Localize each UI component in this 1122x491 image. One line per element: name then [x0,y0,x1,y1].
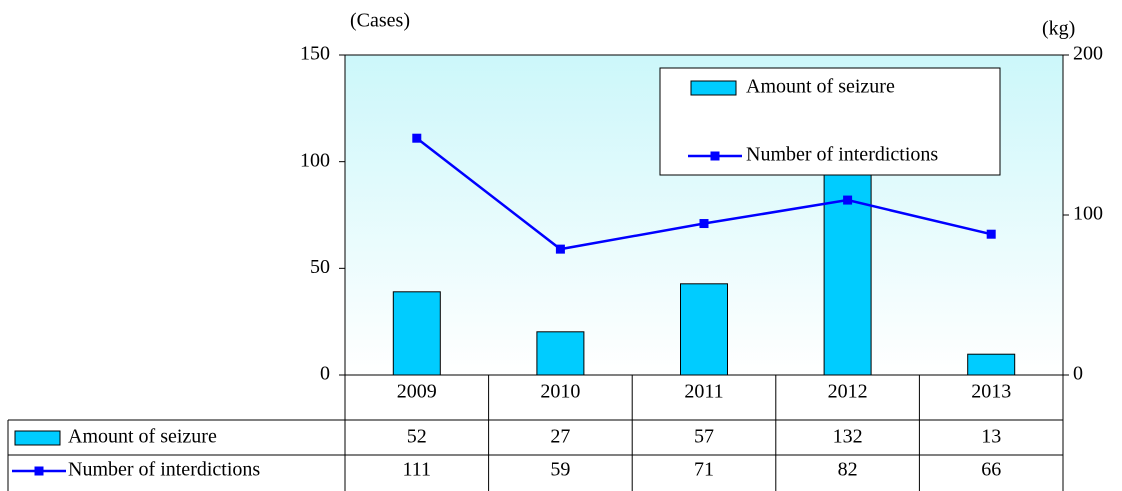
table-row-label: Amount of seizure [68,426,217,448]
table-cell: 71 [694,459,714,481]
line-marker [699,219,709,229]
legend-swatch-marker [34,466,44,476]
y-tick-label: 100 [300,149,330,171]
y2-tick-label: 200 [1073,43,1103,65]
table-row-label: Number of interdictions [68,459,260,481]
table-cell: 27 [550,426,570,448]
y2-tick-label: 0 [1073,363,1083,385]
table-cell: 132 [833,426,863,448]
legend-swatch-marker [710,151,720,161]
table-cell: 66 [981,459,1001,481]
line-marker [843,195,853,205]
y-tick-label: 150 [300,43,330,65]
table-cell: 52 [407,426,427,448]
x-tick-label: 2010 [540,381,580,403]
y-tick-label: 0 [320,363,330,385]
line-marker [412,133,422,143]
x-tick-label: 2011 [684,381,723,403]
x-tick-label: 2009 [397,381,437,403]
table-cell: 82 [838,459,858,481]
legend-swatch [14,430,61,446]
y-tick-label: 50 [310,256,330,278]
bar [823,163,872,376]
legend-label: Amount of seizure [746,76,895,98]
table-cell: 57 [694,426,714,448]
table-cell: 13 [981,426,1001,448]
legend-swatch [690,80,737,96]
bar [680,283,728,376]
bar [392,291,441,376]
y-axis-label: (Cases) [350,10,410,32]
bar [967,353,1016,376]
x-tick-label: 2012 [828,381,868,403]
y2-tick-label: 100 [1073,203,1103,225]
x-tick-label: 2013 [971,381,1011,403]
table-cell: 59 [550,459,570,481]
legend-label: Number of interdictions [746,144,938,166]
table-cell: 111 [403,459,432,481]
line-marker [986,229,996,239]
y2-axis-label: (kg) [1042,18,1075,40]
bar [536,331,585,376]
line-marker [555,244,565,254]
